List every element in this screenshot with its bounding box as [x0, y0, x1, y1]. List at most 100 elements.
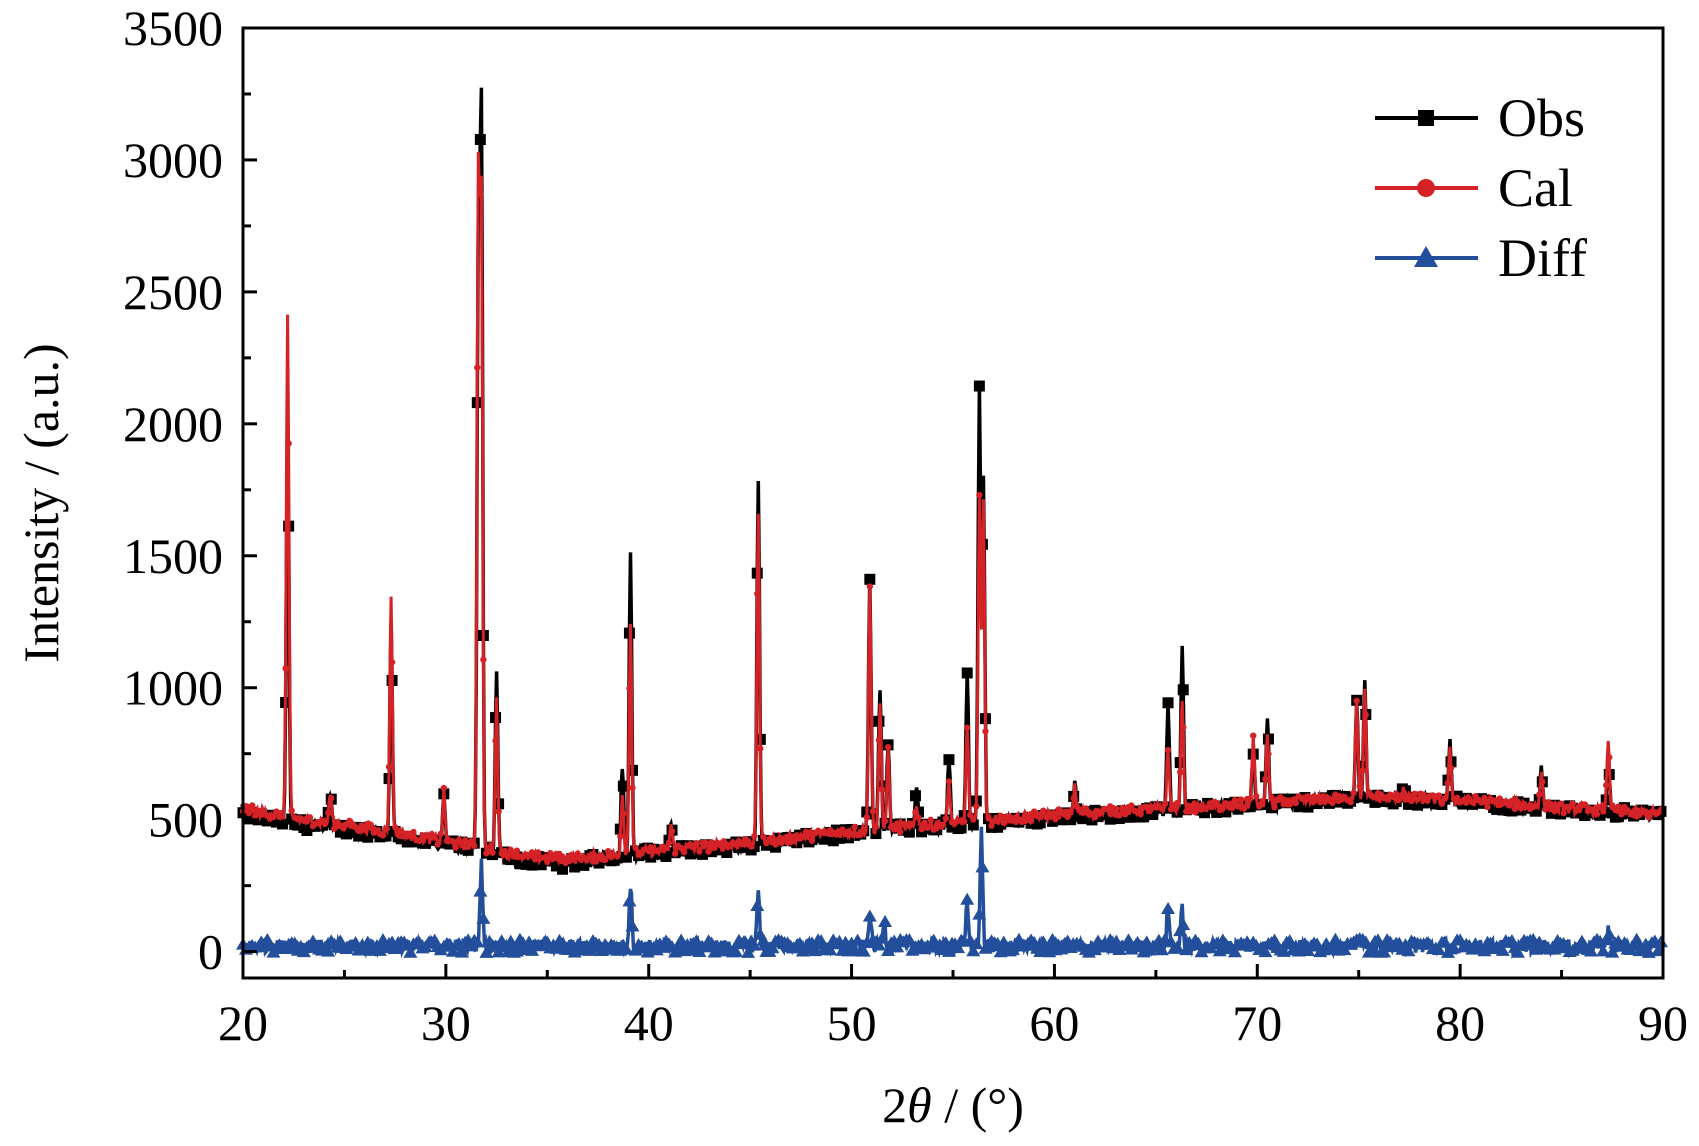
data-point-diff [850, 933, 865, 946]
data-point-cal [1316, 798, 1324, 806]
data-point-obs [1561, 806, 1573, 818]
data-point-cal [863, 814, 870, 821]
data-point-cal [942, 815, 950, 822]
data-point-diff [871, 938, 886, 951]
data-point-obs [353, 830, 365, 842]
data-point-obs [967, 819, 979, 831]
data-point-diff [1495, 943, 1510, 956]
data-point-cal [927, 816, 934, 824]
data-point-diff [756, 933, 771, 946]
data-point-cal [860, 827, 867, 834]
data-point-cal [361, 826, 368, 833]
data-point-diff [728, 945, 743, 958]
data-point-cal [1122, 811, 1129, 818]
data-point-cal [778, 839, 785, 846]
data-point-cal [1119, 804, 1126, 812]
data-point-cal [604, 847, 612, 855]
data-point-cal [1161, 800, 1169, 808]
data-point-diff [875, 931, 889, 944]
data-point-diff [1431, 942, 1446, 955]
data-point-cal [501, 847, 508, 855]
data-point-cal [693, 840, 700, 847]
data-point-cal [623, 847, 630, 854]
data-point-cal [1329, 799, 1336, 807]
data-point-cal [1277, 794, 1284, 801]
data-point-obs [1369, 796, 1381, 808]
data-point-obs [864, 573, 876, 585]
data-point-cal [1180, 724, 1187, 731]
data-point-cal [1137, 811, 1144, 818]
data-point-cal [559, 853, 566, 861]
data-point-cal [321, 820, 329, 827]
data-point-cal [620, 810, 627, 817]
data-point-diff [1602, 927, 1617, 940]
x-axis-label: 2θ / (°) [882, 1077, 1024, 1133]
data-point-diff [881, 943, 896, 956]
x-tick-label: 30 [421, 995, 471, 1051]
x-tick-label: 90 [1638, 995, 1688, 1051]
data-point-cal [939, 821, 947, 828]
data-point-diff [951, 941, 966, 954]
data-point-diff [1282, 934, 1297, 947]
data-point-cal [1271, 804, 1278, 811]
data-point-obs [617, 780, 629, 792]
y-tick-label: 1500 [123, 528, 223, 584]
data-point-cal [1603, 782, 1610, 789]
data-point-diff [750, 899, 765, 912]
data-point-cal [1250, 732, 1257, 739]
data-point-cal [805, 829, 813, 836]
data-point-cal [1356, 783, 1363, 790]
data-point-diff [960, 892, 975, 905]
data-point-diff [1328, 932, 1343, 945]
data-point-diff [704, 936, 719, 949]
data-point-diff [403, 945, 418, 958]
data-point-cal [1560, 809, 1567, 817]
data-point-cal [629, 784, 636, 791]
data-point-cal [474, 364, 481, 371]
data-point-cal [964, 724, 971, 731]
data-point-cal [534, 849, 542, 856]
data-point-cal [1040, 807, 1047, 814]
data-point-cal [601, 856, 609, 864]
data-point-cal [982, 728, 989, 735]
series-obs [237, 87, 1667, 875]
y-axis: 0 500 1000 1500 2000 2500 3000 3500 [123, 0, 257, 980]
data-point-obs [696, 848, 708, 860]
data-point-diff [1370, 933, 1385, 946]
data-point-cal [434, 841, 441, 848]
data-point-diff [1191, 936, 1206, 949]
data-point-obs [569, 861, 581, 873]
data-point-cal [976, 491, 983, 499]
data-point-diff [823, 943, 838, 956]
data-point-cal [1420, 791, 1427, 798]
data-point-diff [878, 914, 893, 927]
data-point-cal [325, 809, 332, 817]
data-point-cal [945, 778, 953, 785]
data-point-cal [468, 837, 475, 845]
data-point-cal [1237, 796, 1245, 803]
x-tick-label: 80 [1435, 995, 1485, 1051]
data-point-diff [321, 944, 336, 957]
data-point-cal [1332, 791, 1339, 798]
data-point-cal [1615, 803, 1622, 810]
data-point-cal [592, 858, 600, 865]
data-point-cal [458, 841, 466, 849]
data-point-diff [455, 945, 470, 958]
data-point-cal [799, 833, 807, 840]
data-point-cal [696, 848, 703, 855]
data-point-diff [473, 884, 488, 897]
data-point-cal [471, 842, 478, 850]
data-point-cal [1262, 775, 1269, 783]
data-point-cal [681, 849, 688, 856]
data-point-obs [1296, 797, 1308, 809]
data-point-cal [1618, 811, 1625, 818]
data-point-cal [878, 786, 886, 793]
data-point-cal [1177, 769, 1184, 776]
data-point-cal [1642, 808, 1649, 815]
data-point-cal [1000, 819, 1007, 826]
data-point-cal [1557, 800, 1564, 807]
data-point-cal [851, 823, 858, 831]
data-point-cal [1481, 794, 1488, 802]
data-point-diff [388, 941, 403, 954]
